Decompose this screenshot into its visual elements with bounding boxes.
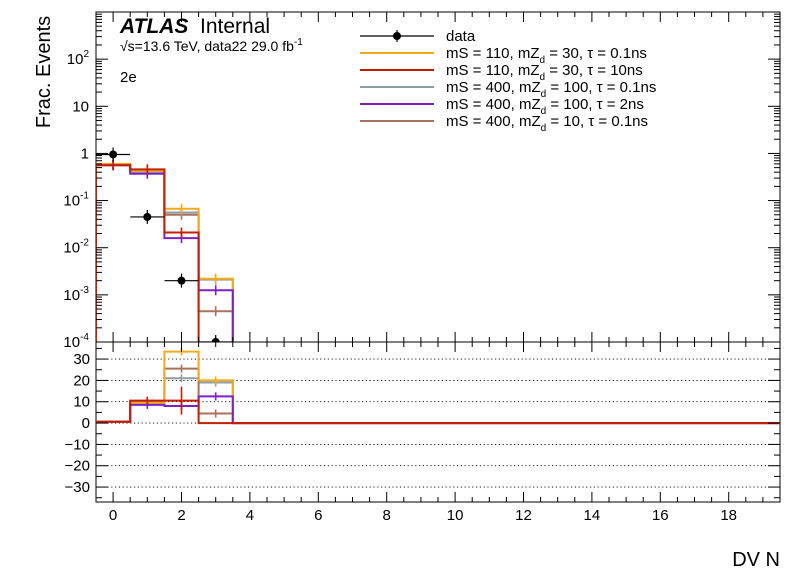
x-axis-label: DV N (732, 549, 780, 571)
y-tick-base: 10 (63, 334, 80, 351)
channel-label: 2e (120, 69, 137, 86)
x-tick-label: 8 (383, 507, 391, 524)
x-tick-label: 4 (246, 507, 254, 524)
ratio-y-tick-label: 20 (73, 372, 90, 389)
data-point (177, 276, 186, 285)
y-tick-label: 102 (67, 49, 90, 68)
y-tick-label: 10-3 (63, 285, 89, 304)
legend-label-ms400_mz10_tau01: mS = 400, mZd = 10, τ = 0.1ns (446, 113, 648, 134)
legend-text: mS = 400, mZ (446, 113, 541, 130)
legend-text: mS = 110, mZ (446, 45, 540, 62)
ratio-y-tick-label: 0 (82, 415, 90, 432)
legend-text-suffix: = 10, τ = 0.1ns (546, 113, 648, 130)
x-tick-label: 14 (584, 507, 601, 524)
y-axis-label: Frac. Events (33, 16, 55, 128)
legend-label-data: data (446, 28, 476, 45)
axis-ticks (96, 12, 780, 502)
ratio-series-layer (96, 347, 780, 425)
legend-text-suffix: = 100, τ = 0.1ns (546, 79, 656, 96)
y-tick-base: 10 (63, 240, 80, 257)
y-tick-label: 10-1 (63, 191, 89, 210)
y-tick-label: 10-2 (63, 238, 89, 257)
legend-text: mS = 110, mZ (446, 62, 540, 79)
legend-text-suffix: = 100, τ = 2ns (546, 96, 644, 113)
legend-subscript: d (541, 89, 547, 100)
y-tick-label: 10-4 (63, 332, 89, 351)
energy-lumi-label: √s=13.6 TeV, data22 29.0 fb-1 (120, 37, 303, 54)
y-tick-exponent: -1 (80, 191, 89, 202)
main-series-layer (96, 147, 234, 342)
x-tick-label: 12 (515, 507, 532, 524)
y-tick-label: 10 (72, 98, 89, 115)
ratio-y-tick-label: 30 (73, 351, 90, 368)
y-tick-base: 10 (72, 98, 89, 115)
y-tick-exponent: 2 (83, 49, 89, 60)
x-tick-label: 16 (652, 507, 669, 524)
y-tick-exponent: -2 (80, 238, 89, 249)
experiment-label: ATLAS (119, 15, 188, 38)
legend-label-ms400_mz100_tau2: mS = 400, mZd = 100, τ = 2ns (446, 96, 644, 117)
energy-lumi-text: √s=13.6 TeV, data22 29.0 fb (120, 38, 294, 54)
ratio-y-tick-label: −20 (65, 458, 90, 475)
y-tick-base: 10 (63, 287, 80, 304)
legend-label-ms110_tau10: mS = 110, mZd = 30, τ = 10ns (446, 62, 643, 83)
x-tick-label: 6 (314, 507, 322, 524)
legend-text: mS = 400, mZ (446, 96, 541, 113)
y-tick-exponent: -4 (80, 332, 89, 343)
x-tick-label: 2 (177, 507, 185, 524)
ratio-y-tick-label: −30 (65, 479, 90, 496)
legend-marker-data-dot (393, 32, 401, 40)
x-tick-label: 10 (447, 507, 464, 524)
x-tick-label: 18 (720, 507, 737, 524)
legend-label-ms110_tau01: mS = 110, mZd = 30, τ = 0.1ns (446, 45, 647, 66)
y-tick-exponent: -3 (80, 285, 89, 296)
legend-label-ms400_mz100_tau01: mS = 400, mZd = 100, τ = 0.1ns (446, 79, 656, 100)
legend-text-suffix: = 30, τ = 10ns (545, 62, 643, 79)
legend-subscript: d (540, 55, 546, 66)
x-tick-label: 0 (109, 507, 117, 524)
y-tick-base: 1 (81, 145, 89, 162)
y-tick-base: 10 (67, 51, 84, 68)
legend-text-suffix: = 30, τ = 0.1ns (545, 45, 647, 62)
data-point (143, 212, 152, 221)
legend-subscript: d (541, 123, 547, 134)
energy-lumi-sup: -1 (294, 37, 303, 48)
status-label: Internal (200, 15, 270, 38)
main-step-ms110_tau10 (96, 164, 200, 342)
y-tick-base: 10 (63, 193, 80, 210)
legend-subscript: d (540, 72, 546, 83)
y-tick-label: 1 (81, 145, 89, 162)
legend-subscript: d (541, 106, 547, 117)
ratio-step-ms110_tau10 (96, 399, 780, 425)
legend-text: mS = 400, mZ (446, 79, 541, 96)
ratio-y-tick-label: −10 (65, 436, 90, 453)
data-point (109, 150, 118, 159)
axis-tick-labels: 0 2 4 6 8 10 12 14 16 1810-410-310-210-1110102−30… (63, 49, 737, 524)
ratio-y-tick-label: 10 (73, 394, 90, 411)
